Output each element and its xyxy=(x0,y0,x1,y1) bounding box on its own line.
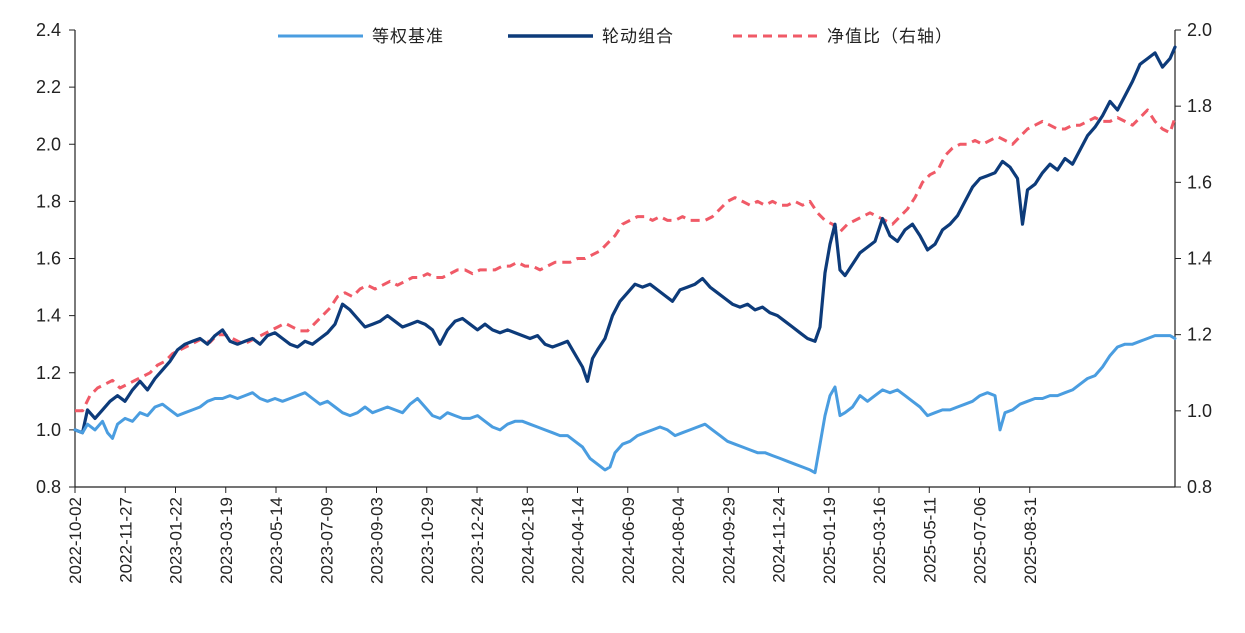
x-tick-label: 2022-10-02 xyxy=(66,497,85,584)
y-tick-label-left: 2.2 xyxy=(36,77,61,97)
legend: 等权基准 轮动组合 净值比（右轴） xyxy=(278,27,953,47)
y-tick-label-left: 1.8 xyxy=(36,191,61,211)
y-tick-label-right: 2.0 xyxy=(1187,20,1212,40)
y-tick-label-left: 1.0 xyxy=(36,420,61,440)
y-tick-label-right: 1.6 xyxy=(1187,172,1212,192)
x-tick-label: 2023-05-14 xyxy=(267,497,286,584)
legend-ratio-label: 净值比（右轴） xyxy=(827,27,953,47)
x-tick-label: 2024-09-29 xyxy=(719,497,738,584)
x-tick-label: 2023-10-29 xyxy=(418,497,437,584)
y-tick-label-right: 0.8 xyxy=(1187,477,1212,497)
series-line-benchmark xyxy=(73,334,1177,475)
y-tick-label-right: 1.0 xyxy=(1187,401,1212,421)
y-tick-label-right: 1.8 xyxy=(1187,96,1212,116)
x-tick-label: 2025-05-11 xyxy=(920,497,939,583)
legend-portfolio-label: 轮动组合 xyxy=(602,27,674,47)
x-tick-label: 2025-08-31 xyxy=(1021,497,1040,584)
y-tick-label-right: 1.2 xyxy=(1187,325,1212,345)
x-tick-label: 2023-01-22 xyxy=(167,497,186,584)
y-tick-label-left: 2.4 xyxy=(36,20,61,40)
x-tick-label: 2023-07-09 xyxy=(317,497,336,584)
x-tick-label: 2025-01-19 xyxy=(820,497,839,584)
x-tick-label: 2024-02-18 xyxy=(518,497,537,584)
x-tick-label: 2025-03-16 xyxy=(870,497,889,584)
x-tick-label: 2022-11-27 xyxy=(116,497,135,583)
series-line-portfolio xyxy=(73,45,1177,435)
x-tick-label: 2023-12-24 xyxy=(468,497,487,584)
y-tick-label-right: 1.4 xyxy=(1187,249,1212,269)
series-group xyxy=(73,45,1177,475)
x-tick-label: 2023-09-03 xyxy=(368,497,387,584)
y-tick-label-left: 0.8 xyxy=(36,477,61,497)
x-tick-label: 2023-03-19 xyxy=(217,497,236,584)
y-tick-label-left: 2.0 xyxy=(36,134,61,154)
y-tick-label-left: 1.4 xyxy=(36,306,61,326)
series-line-ratio xyxy=(75,108,1177,413)
legend-benchmark-label: 等权基准 xyxy=(372,27,444,47)
x-tick-label: 2024-08-04 xyxy=(669,497,688,584)
x-tick-label: 2024-04-14 xyxy=(569,497,588,584)
x-tick-label: 2024-11-24 xyxy=(770,497,789,583)
y-tick-label-left: 1.2 xyxy=(36,363,61,383)
x-tick-label: 2024-06-09 xyxy=(619,497,638,584)
y-tick-label-left: 1.6 xyxy=(36,249,61,269)
axes: 0.8 1.0 1.2 1.4 1.6 1.8 2.0 2.2 2.4 0.8 1.0 1.2 1.4 1… xyxy=(36,20,1212,584)
x-tick-label: 2025-07-06 xyxy=(971,497,990,584)
